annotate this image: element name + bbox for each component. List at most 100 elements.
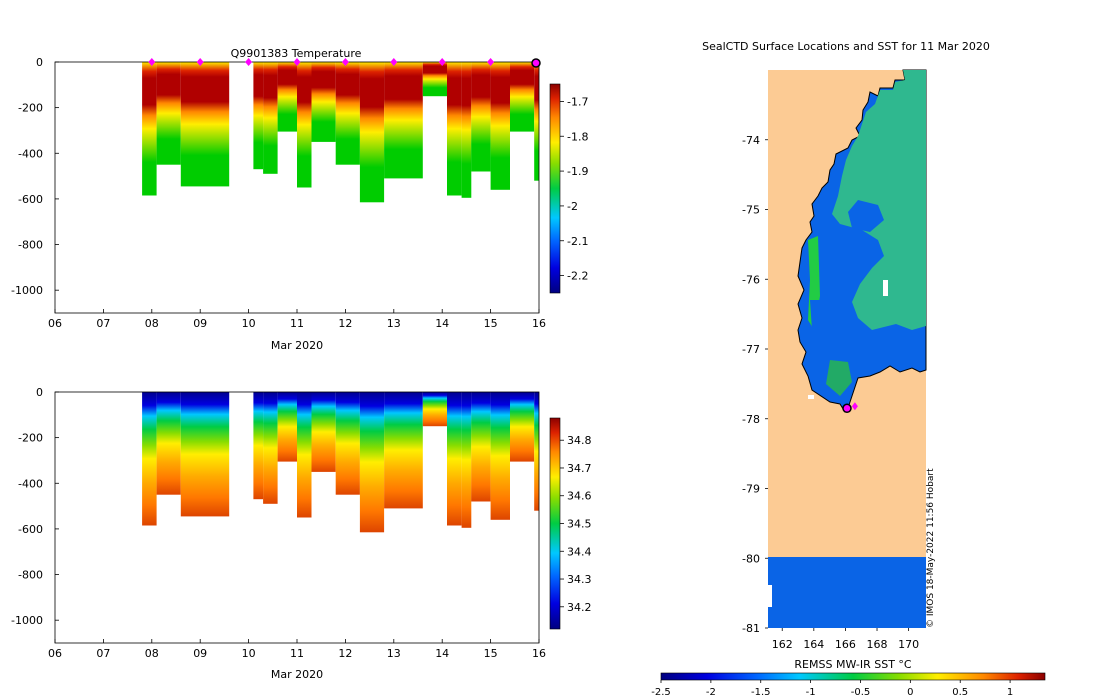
seal-position-marker	[851, 402, 858, 411]
colorbar-tick-label: 34.2	[567, 601, 592, 614]
temp-y-tick-label: -800	[18, 239, 43, 252]
sal-y-tick-label: -400	[18, 477, 43, 490]
lat-tick-label: -76	[742, 273, 760, 286]
temp-x-tick-label: 14	[435, 317, 449, 330]
seal-positions	[842, 402, 858, 414]
temp-x-tick-label: 09	[193, 317, 207, 330]
longitude-axis: 162 164 166 168 170	[772, 628, 919, 651]
lat-tick-label: -80	[742, 552, 760, 565]
temp-profile-column	[142, 62, 157, 196]
temperature-colorbar-ticks: -1.7 -1.8 -1.9 -2 -2.1 -2.2	[560, 95, 588, 283]
temp-profile-column	[359, 62, 385, 203]
temp-profile-column	[277, 62, 297, 132]
sal-profile-column	[156, 392, 181, 495]
temp-x-tick-label: 12	[338, 317, 352, 330]
temperature-colorbar	[550, 84, 560, 293]
sal-profile-column	[490, 392, 510, 520]
profile-marker	[293, 58, 301, 66]
temp-y-tick-label: -600	[18, 193, 43, 206]
sal-profile-column	[205, 392, 230, 517]
sal-y-tick-label: -800	[18, 569, 43, 582]
temp-x-tick-label: 06	[48, 317, 62, 330]
sal-profile-column	[253, 392, 264, 500]
salinity-panel: 06 07 08 09 10 11 12 13 14 15 16 0 -200 -400 -600 -800…	[11, 386, 591, 681]
lat-tick-label: -77	[742, 343, 760, 356]
sal-profile-column	[180, 392, 205, 517]
sst-map-panel: SealCTD Surface Locations and SST for 11…	[651, 40, 1046, 698]
profile-marker	[196, 58, 204, 66]
sal-profile-column	[534, 392, 539, 511]
temp-y-tick-label: -200	[18, 102, 43, 115]
sal-profile-column	[447, 392, 462, 526]
temperature-xlabel: Mar 2020	[271, 339, 323, 352]
sal-profile-column	[471, 392, 491, 502]
sal-x-tick-label: 13	[387, 647, 401, 660]
sal-x-tick-label: 11	[290, 647, 304, 660]
temp-profile-column	[180, 62, 205, 187]
temp-profile-column	[156, 62, 181, 165]
temperature-x-axis: 06 07 08 09 10 11 12 13 14 15 16	[48, 309, 546, 330]
temperature-title: Q9901383 Temperature	[231, 47, 362, 60]
profile-marker	[148, 58, 156, 66]
colorbar-tick-label: -2	[567, 200, 578, 213]
temp-profile-column	[335, 62, 360, 165]
sal-y-tick-label: -600	[18, 523, 43, 536]
colorbar-tick-label: 34.7	[567, 462, 592, 475]
sal-profile-column	[510, 392, 535, 462]
colorbar-tick-label: 34.4	[567, 545, 592, 558]
colorbar-tick-label: -2.1	[567, 235, 588, 248]
sal-profile-column	[335, 392, 360, 495]
sal-x-tick-label: 15	[484, 647, 498, 660]
colorbar-tick-label: -1.9	[567, 165, 588, 178]
colorbar-tick-label: 34.8	[567, 434, 592, 447]
lat-tick-label: -81	[742, 622, 760, 635]
sst-colorbar	[661, 673, 1045, 680]
temp-profile-column	[253, 62, 264, 170]
temp-profile-column	[534, 62, 539, 181]
sal-x-tick-label: 12	[338, 647, 352, 660]
sal-y-tick-label: -1000	[11, 614, 43, 627]
latitude-axis: -74 -75 -76 -77 -78 -79 -80 -81	[742, 134, 768, 635]
salinity-colorbar-ticks: 34.8 34.7 34.6 34.5 34.4 34.3 34.2	[560, 434, 592, 614]
profile-marker	[487, 58, 495, 66]
sal-profile-column	[461, 392, 472, 528]
temp-profile-column	[384, 62, 423, 179]
profile-marker	[438, 58, 446, 66]
temp-x-tick-label: 13	[387, 317, 401, 330]
lon-tick-label: 168	[867, 638, 888, 651]
colorbar-tick-label: 34.6	[567, 490, 592, 503]
temp-profile-column	[510, 62, 535, 132]
sal-profile-column	[384, 392, 423, 509]
sst-colorbar-tick-label: -1.5	[751, 687, 771, 698]
sal-x-tick-label: 06	[48, 647, 62, 660]
credit-text: © IMOS 18-May-2022 11:56 Hobart	[926, 468, 936, 628]
salinity-x-axis: 06 07 08 09 10 11 12 13 14 15 16	[48, 639, 546, 660]
last-position-marker	[531, 58, 541, 68]
temp-profile-column	[422, 62, 447, 97]
temp-x-tick-label: 07	[96, 317, 110, 330]
sal-x-tick-label: 09	[193, 647, 207, 660]
profile-marker	[341, 58, 349, 66]
salinity-profiles	[142, 392, 539, 533]
sst-colorbar-tick-label: -2.5	[651, 687, 671, 698]
sal-profile-column	[422, 392, 447, 427]
salinity-y-axis: 0 -200 -400 -600 -800 -1000	[11, 386, 59, 627]
colorbar-tick-label: 34.3	[567, 573, 592, 586]
sst-colorbar-ticks: -2.5 -2 -1.5 -1 -0.5 0 0.5 1	[651, 680, 1013, 698]
sst-colorbar-tick-label: 1	[1007, 687, 1013, 698]
lon-tick-label: 166	[835, 638, 856, 651]
temperature-y-axis: 0 -200 -400 -600 -800 -1000	[11, 56, 59, 297]
sal-profile-column	[297, 392, 312, 518]
salinity-colorbar	[550, 418, 560, 629]
temp-x-tick-label: 08	[145, 317, 159, 330]
temp-profile-column	[471, 62, 491, 172]
lon-tick-label: 162	[772, 638, 793, 651]
temp-x-tick-label: 11	[290, 317, 304, 330]
temp-profile-column	[490, 62, 510, 190]
sst-southern-block	[768, 557, 926, 628]
temp-y-tick-label: -400	[18, 147, 43, 160]
sal-profile-column	[277, 392, 297, 462]
sst-colorbar-tick-label: -2	[706, 687, 716, 698]
temp-profile-column	[205, 62, 230, 187]
